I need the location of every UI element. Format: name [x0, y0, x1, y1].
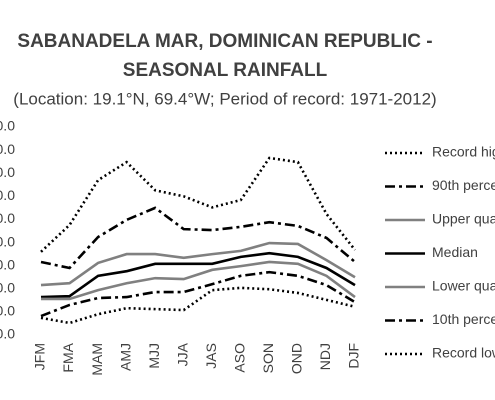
- legend-label: Median: [432, 244, 478, 260]
- y-tick-label: 400.0: [0, 141, 15, 157]
- legend-label: Record high: [432, 144, 495, 160]
- y-tick-label: 100.0: [0, 279, 15, 295]
- x-tick-label: ASO: [232, 343, 248, 373]
- x-tick-label: SON: [260, 343, 276, 373]
- legend-label: Upper quartile: [432, 211, 495, 227]
- legend-label: 90th percentile: [432, 177, 495, 193]
- chart-title: SEASONAL RAINFALL: [123, 60, 328, 81]
- y-tick-label: 350.0: [0, 164, 15, 180]
- y-tick-label: 200.0: [0, 233, 15, 249]
- series-line: [40, 251, 356, 299]
- y-tick-label: 0.0: [0, 326, 15, 342]
- x-tick-label: JFM: [32, 343, 48, 370]
- series-line: [40, 270, 356, 318]
- x-tick-label: MJJ: [146, 343, 162, 369]
- x-tick-label: MAM: [89, 343, 105, 376]
- series-line: [40, 156, 357, 253]
- x-tick-label: DJF: [346, 343, 362, 369]
- series-line: [40, 286, 356, 325]
- y-tick-label: 250.0: [0, 210, 15, 226]
- y-tick-label: 150.0: [0, 256, 15, 272]
- x-tick-label: JJA: [174, 342, 190, 366]
- x-tick-label: AMJ: [117, 343, 133, 371]
- x-tick-label: FMA: [60, 342, 76, 372]
- chart-title: SABANADELA MAR, DOMINICAN REPUBLIC -: [17, 31, 432, 52]
- legend-label: 10th percentile: [432, 311, 495, 327]
- x-tick-label: OND: [289, 343, 305, 374]
- series-line: [40, 206, 356, 270]
- x-tick-label: NDJ: [317, 343, 333, 370]
- y-tick-label: 50.0: [0, 303, 15, 319]
- x-tick-label: JAS: [203, 343, 219, 369]
- legend-label: Record low: [432, 345, 495, 361]
- series-line: [40, 241, 356, 287]
- chart-subtitle: (Location: 19.1°N, 69.4°W; Period of rec…: [13, 89, 436, 108]
- y-tick-label: 450.0: [0, 118, 15, 134]
- series-line: [41, 260, 356, 301]
- y-tick-label: 300.0: [0, 187, 15, 203]
- legend-label: Lower quartile: [432, 278, 495, 294]
